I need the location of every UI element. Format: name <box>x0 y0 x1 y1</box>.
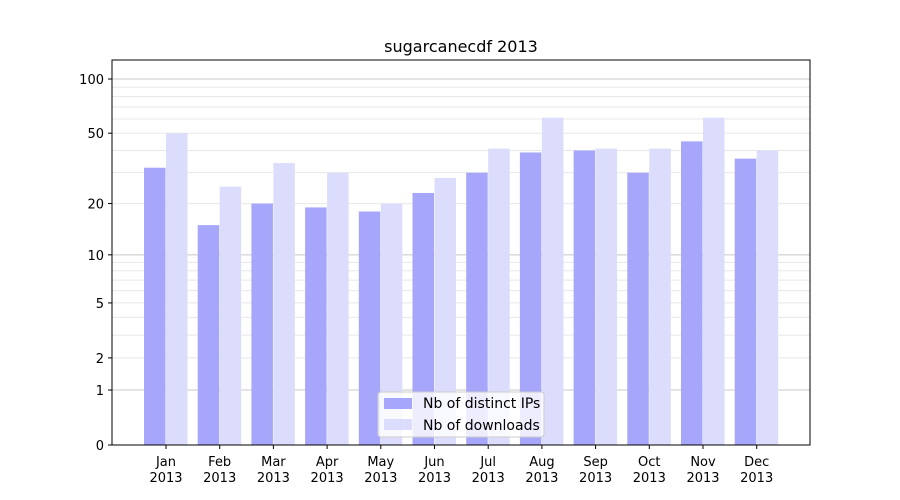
x-tick-label: Feb 2013 <box>203 455 236 486</box>
legend-swatch-ips <box>384 398 412 409</box>
bar-ips <box>412 192 434 445</box>
legend: Nb of distinct IPs Nb of downloads <box>377 391 545 438</box>
bar-downloads <box>219 186 242 446</box>
bar-ips <box>681 141 703 445</box>
bars <box>144 117 779 446</box>
x-tick-label: Sep 2013 <box>579 455 612 486</box>
x-tick-label: Jun 2013 <box>418 455 451 486</box>
bar-ips <box>305 207 327 445</box>
chart-title: sugarcanecdf 2013 <box>384 37 538 56</box>
bar-downloads <box>488 148 510 446</box>
bar-downloads <box>380 203 403 445</box>
plot-frame <box>111 59 811 446</box>
y-tick-label: 10 <box>87 249 104 264</box>
bar-downloads <box>327 172 349 445</box>
bar-ips <box>251 203 273 445</box>
legend-swatch-downloads <box>384 419 412 430</box>
bar-downloads <box>434 177 456 445</box>
x-tick-label: Aug 2013 <box>525 455 558 486</box>
bar-downloads <box>703 117 725 445</box>
x-tick-label: Nov 2013 <box>686 455 719 486</box>
bar-downloads <box>541 117 564 445</box>
bar-downloads <box>595 148 618 446</box>
bar-ips <box>144 167 166 445</box>
bar-ips <box>358 211 381 445</box>
y-tick-label: 5 <box>96 297 104 312</box>
legend-label-ips: Nb of distinct IPs <box>423 396 540 412</box>
bar-downloads <box>649 148 671 446</box>
y-tick-label: 1 <box>96 384 104 399</box>
x-tick-label: Jul 2013 <box>472 455 505 486</box>
y-tick-label: 50 <box>87 127 104 142</box>
x-tick-label: Jan 2013 <box>149 455 182 486</box>
y-tick-label: 20 <box>87 198 104 213</box>
legend-label-downloads: Nb of downloads <box>423 418 540 434</box>
bar-ips <box>519 152 542 445</box>
x-tick-label: Apr 2013 <box>311 455 344 486</box>
y-tick-label: 0 <box>96 439 104 454</box>
x-tick-label: May 2013 <box>364 455 397 486</box>
x-tick-label: Mar 2013 <box>257 455 290 486</box>
y-tick-label: 100 <box>79 73 104 88</box>
x-tick-label: Oct 2013 <box>633 455 666 486</box>
bar-downloads <box>273 163 295 446</box>
bar-downloads <box>756 150 779 445</box>
bar-ips <box>197 225 220 445</box>
y-axis: 0 1 2 5 10 20 50 100 <box>79 73 112 454</box>
bar-ips <box>573 150 596 445</box>
bar-ips <box>734 158 757 445</box>
bar-ips <box>466 172 488 445</box>
x-axis: Jan 2013 Feb 2013 Mar 2013 Apr 2013 May 2013 Jun 20… <box>149 445 773 486</box>
bar-ips <box>627 172 649 445</box>
y-tick-label: 2 <box>96 352 104 367</box>
bar-downloads <box>166 133 188 445</box>
x-tick-label: Dec 2013 <box>740 455 773 486</box>
